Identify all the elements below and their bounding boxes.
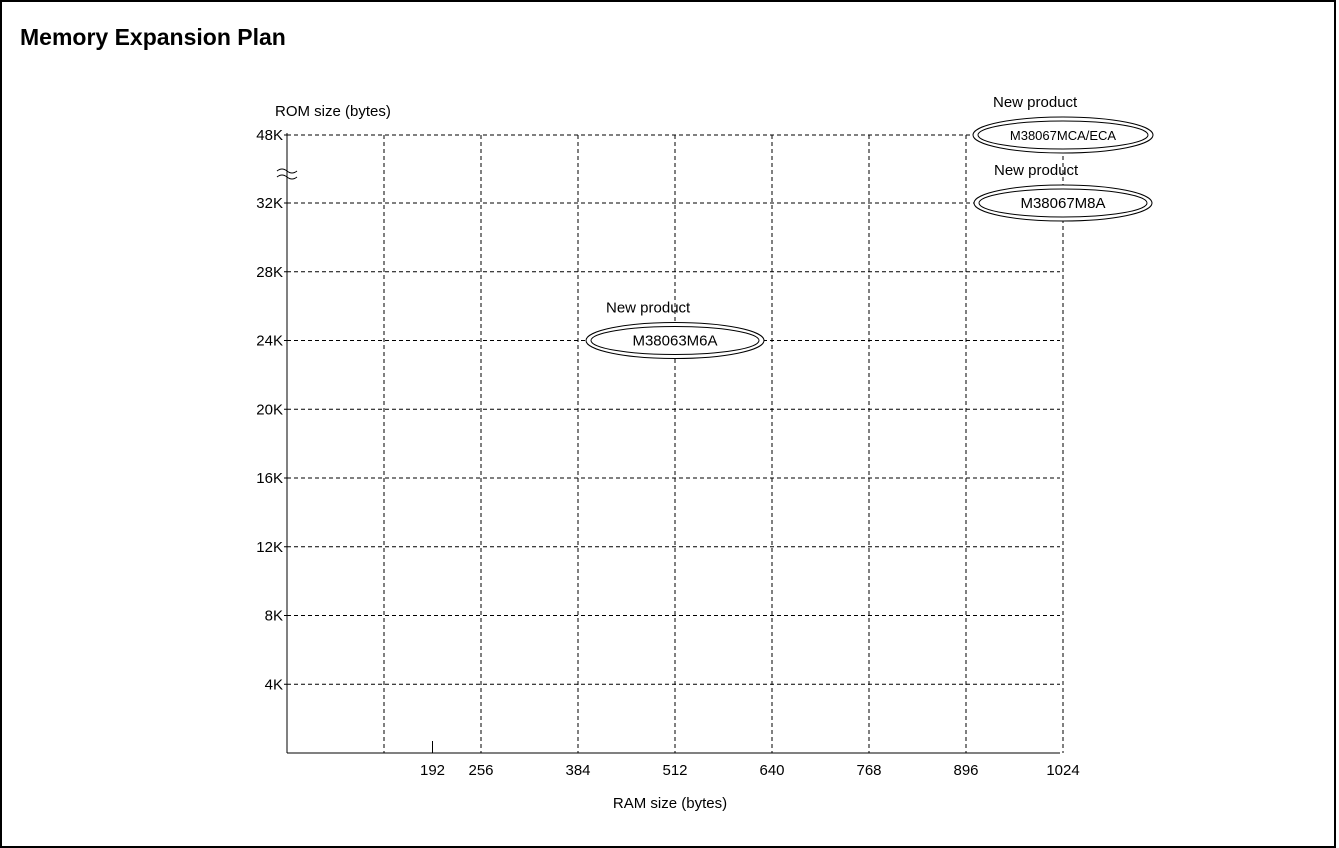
axis-break-icon [276, 174, 298, 180]
product-ellipse-outer [973, 184, 1153, 222]
x-tick-label: 1024 [1046, 762, 1079, 779]
product-note: New product [993, 94, 1078, 111]
x-tick-label: 512 [662, 762, 687, 779]
product-marker: M38067MCA/ECA New product [972, 94, 1154, 154]
product-ellipse-outer [585, 322, 765, 359]
x-tick-label: 256 [468, 762, 493, 779]
axis-break-icon [276, 168, 298, 174]
y-axis-label: ROM size (bytes) [275, 103, 391, 120]
product-note: New product [606, 300, 691, 317]
product-markers: M38063M6A New product M38067M8A New product… [585, 94, 1154, 359]
product-ellipse-outer [972, 116, 1154, 154]
product-ellipse-inner [977, 120, 1149, 150]
y-tick-label: 8K [265, 608, 283, 625]
product-label: M38067MCA/ECA [1010, 128, 1117, 143]
grid-lines [287, 134, 1064, 753]
tick-labels: 4K 8K 12K 16K 20K 24K 28K 32K 48K 192 256 384 512 640… [256, 127, 1079, 779]
x-tick-label: 768 [856, 762, 881, 779]
y-tick-label: 4K [265, 676, 283, 693]
x-tick-label: 640 [759, 762, 784, 779]
product-ellipse-inner [590, 326, 760, 355]
x-axis-label: RAM size (bytes) [613, 795, 727, 812]
page-title: Memory Expansion Plan [20, 24, 286, 50]
y-tick-label: 24K [256, 333, 283, 350]
y-tick-label: 48K [256, 127, 283, 144]
product-ellipse-inner [978, 188, 1148, 218]
y-tick-label: 20K [256, 401, 283, 418]
y-tick-label: 12K [256, 539, 283, 556]
axes [276, 133, 1060, 754]
product-note: New product [994, 162, 1079, 179]
y-tick-label: 16K [256, 470, 283, 487]
x-tick-label: 896 [953, 762, 978, 779]
y-tick-label: 28K [256, 264, 283, 281]
y-tick-label: 32K [256, 195, 283, 212]
product-label: M38063M6A [632, 333, 717, 350]
product-label: M38067M8A [1020, 195, 1105, 212]
x-tick-label: 384 [565, 762, 590, 779]
product-marker: M38067M8A New product [973, 162, 1153, 222]
product-marker: M38063M6A New product [585, 300, 765, 359]
x-tick-label: 192 [420, 762, 445, 779]
